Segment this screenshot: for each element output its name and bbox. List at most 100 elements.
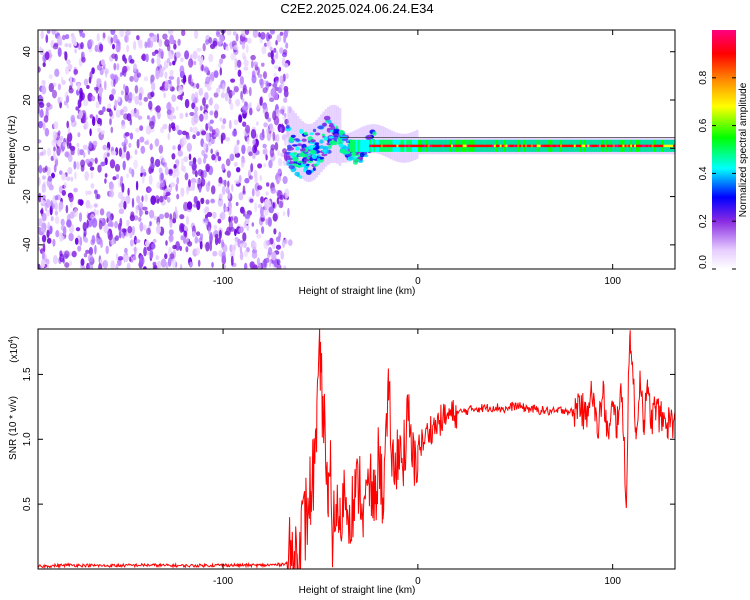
- spectrogram-noise-cell: [66, 95, 70, 104]
- spectrogram-noise-cell: [77, 245, 82, 252]
- spectrogram-noise-cell: [243, 59, 249, 67]
- spectrogram-noise-cell: [159, 86, 163, 91]
- spectrogram-noise-cell: [270, 187, 276, 194]
- spectrogram-noise-cell: [100, 59, 105, 66]
- spectrogram-noise-cell: [124, 247, 128, 254]
- spectrogram-noise-cell: [80, 42, 84, 50]
- spectrogram-noise-cell: [124, 57, 127, 64]
- spectrogram-noise-cell: [235, 98, 241, 107]
- spectrogram-noise-cell: [113, 62, 117, 71]
- spectrogram-noise-cell: [38, 263, 41, 269]
- spectrogram-noise-cell: [54, 195, 59, 201]
- spectrogram-noise-cell: [41, 183, 46, 193]
- spectrogram-noise-cell: [62, 141, 67, 147]
- spectrogram-noise-cell: [213, 224, 218, 230]
- spectrogram-noise-cell: [72, 77, 76, 83]
- spectrogram-noise-cell: [63, 182, 67, 189]
- spectrogram-noise-cell: [156, 225, 161, 234]
- spectrogram-core-cell: [509, 144, 512, 148]
- spectrogram-noise-cell: [208, 74, 215, 80]
- spectrogram-core-cell: [497, 144, 500, 148]
- spectrogram-noise-cell: [129, 214, 135, 222]
- spectrogram-noise-cell: [277, 157, 283, 167]
- spectrogram-noise-cell: [150, 156, 155, 164]
- spectrogram-noise-cell: [131, 197, 135, 208]
- spectrogram-core-cell: [390, 144, 393, 148]
- spectrogram-noise-cell: [198, 87, 204, 96]
- spectrogram-noise-cell: [169, 34, 175, 45]
- spectrogram-noise-cell: [175, 106, 179, 111]
- spectrogram-core-cell: [486, 144, 489, 148]
- colorbar-tick-label: 0.8: [698, 70, 709, 84]
- spectrogram-noise-cell: [198, 185, 202, 193]
- spectrogram-noise-cell: [158, 48, 164, 59]
- spectrogram-noise-cell: [221, 124, 225, 130]
- spectrogram-noise-cell: [45, 34, 49, 44]
- spectrogram-signal-cell: [372, 131, 377, 136]
- spectrogram-noise-cell: [83, 253, 88, 258]
- spectrogram-core-cell: [530, 144, 533, 148]
- spectrogram-noise-cell: [258, 31, 261, 38]
- spectrogram-noise-cell: [143, 224, 147, 231]
- spectrogram-noise-cell: [228, 205, 232, 216]
- spectrogram-noise-cell: [134, 246, 137, 256]
- spectrogram-noise-cell: [252, 30, 259, 38]
- spectrogram-signal-cell: [329, 140, 337, 146]
- spectrogram-noise-cell: [42, 175, 46, 180]
- spectrogram-noise-cell: [166, 57, 171, 64]
- spectrogram-signal-cell: [353, 158, 360, 162]
- spectrogram-noise-cell: [75, 106, 79, 111]
- spectrogram-core-cell: [456, 144, 459, 148]
- spectrogram-noise-cell: [263, 239, 269, 250]
- spectrogram-core-cell: [375, 144, 378, 148]
- spectrogram-noise-cell: [124, 92, 129, 102]
- spectrogram-noise-cell: [171, 258, 176, 268]
- spectrogram-noise-cell: [266, 182, 270, 187]
- spectrogram-noise-cell: [91, 67, 95, 75]
- spectrogram-noise-cell: [221, 185, 226, 195]
- spectrogram-core-cell: [591, 144, 594, 148]
- spectrogram-noise-cell: [227, 180, 230, 188]
- spectrogram-noise-cell: [246, 137, 250, 145]
- spectrogram-noise-cell: [138, 92, 143, 101]
- spectrogram-noise-cell: [175, 159, 180, 165]
- spectrogram-noise-cell: [253, 61, 259, 67]
- spectrogram-core-cell: [602, 144, 606, 148]
- spectrogram-noise-cell: [102, 259, 109, 269]
- spectrogram-noise-cell: [139, 136, 145, 143]
- spectrogram-noise-cell: [168, 53, 174, 60]
- spectrogram-noise-cell: [228, 119, 232, 130]
- spectrogram-core-cell: [402, 144, 405, 148]
- spectrogram-noise-cell: [160, 258, 167, 268]
- spectrogram-noise-cell: [114, 163, 121, 172]
- spectrogram-core-cell: [601, 144, 604, 148]
- spectrogram-noise-cell: [222, 118, 227, 125]
- spectrogram-core-cell: [651, 144, 654, 148]
- spectrogram-noise-cell: [203, 208, 208, 215]
- spectrogram-noise-cell: [172, 60, 176, 66]
- spectrogram-signal-cell: [312, 147, 319, 151]
- spectrogram-noise-cell: [68, 87, 74, 94]
- spectrogram-noise-cell: [279, 75, 284, 85]
- spectrogram-noise-cell: [40, 199, 45, 204]
- spectrogram-core-cell: [454, 144, 458, 148]
- spectrogram-noise-cell: [151, 243, 156, 250]
- spectrogram-noise-cell: [68, 43, 72, 48]
- spectrogram-core-cell: [421, 144, 424, 148]
- spectrogram-noise-cell: [82, 115, 86, 124]
- spectrogram-noise-cell: [139, 210, 144, 216]
- spectrogram-noise-cell: [261, 62, 265, 67]
- spectrogram-noise-cell: [257, 73, 263, 78]
- spectrogram-noise-cell: [164, 212, 170, 219]
- spectrogram-noise-cell: [254, 202, 258, 213]
- spectrogram-noise-cell: [65, 204, 69, 214]
- spectrogram-noise-cell: [54, 210, 59, 216]
- spectrogram-noise-cell: [94, 244, 97, 255]
- spectrogram-noise-cell: [86, 85, 90, 89]
- spectrogram-noise-cell: [41, 234, 47, 243]
- spectrogram-noise-cell: [177, 94, 183, 100]
- spectrogram-noise-cell: [98, 263, 103, 269]
- spectrogram-noise-cell: [109, 73, 116, 80]
- spectrogram-noise-cell: [88, 141, 93, 149]
